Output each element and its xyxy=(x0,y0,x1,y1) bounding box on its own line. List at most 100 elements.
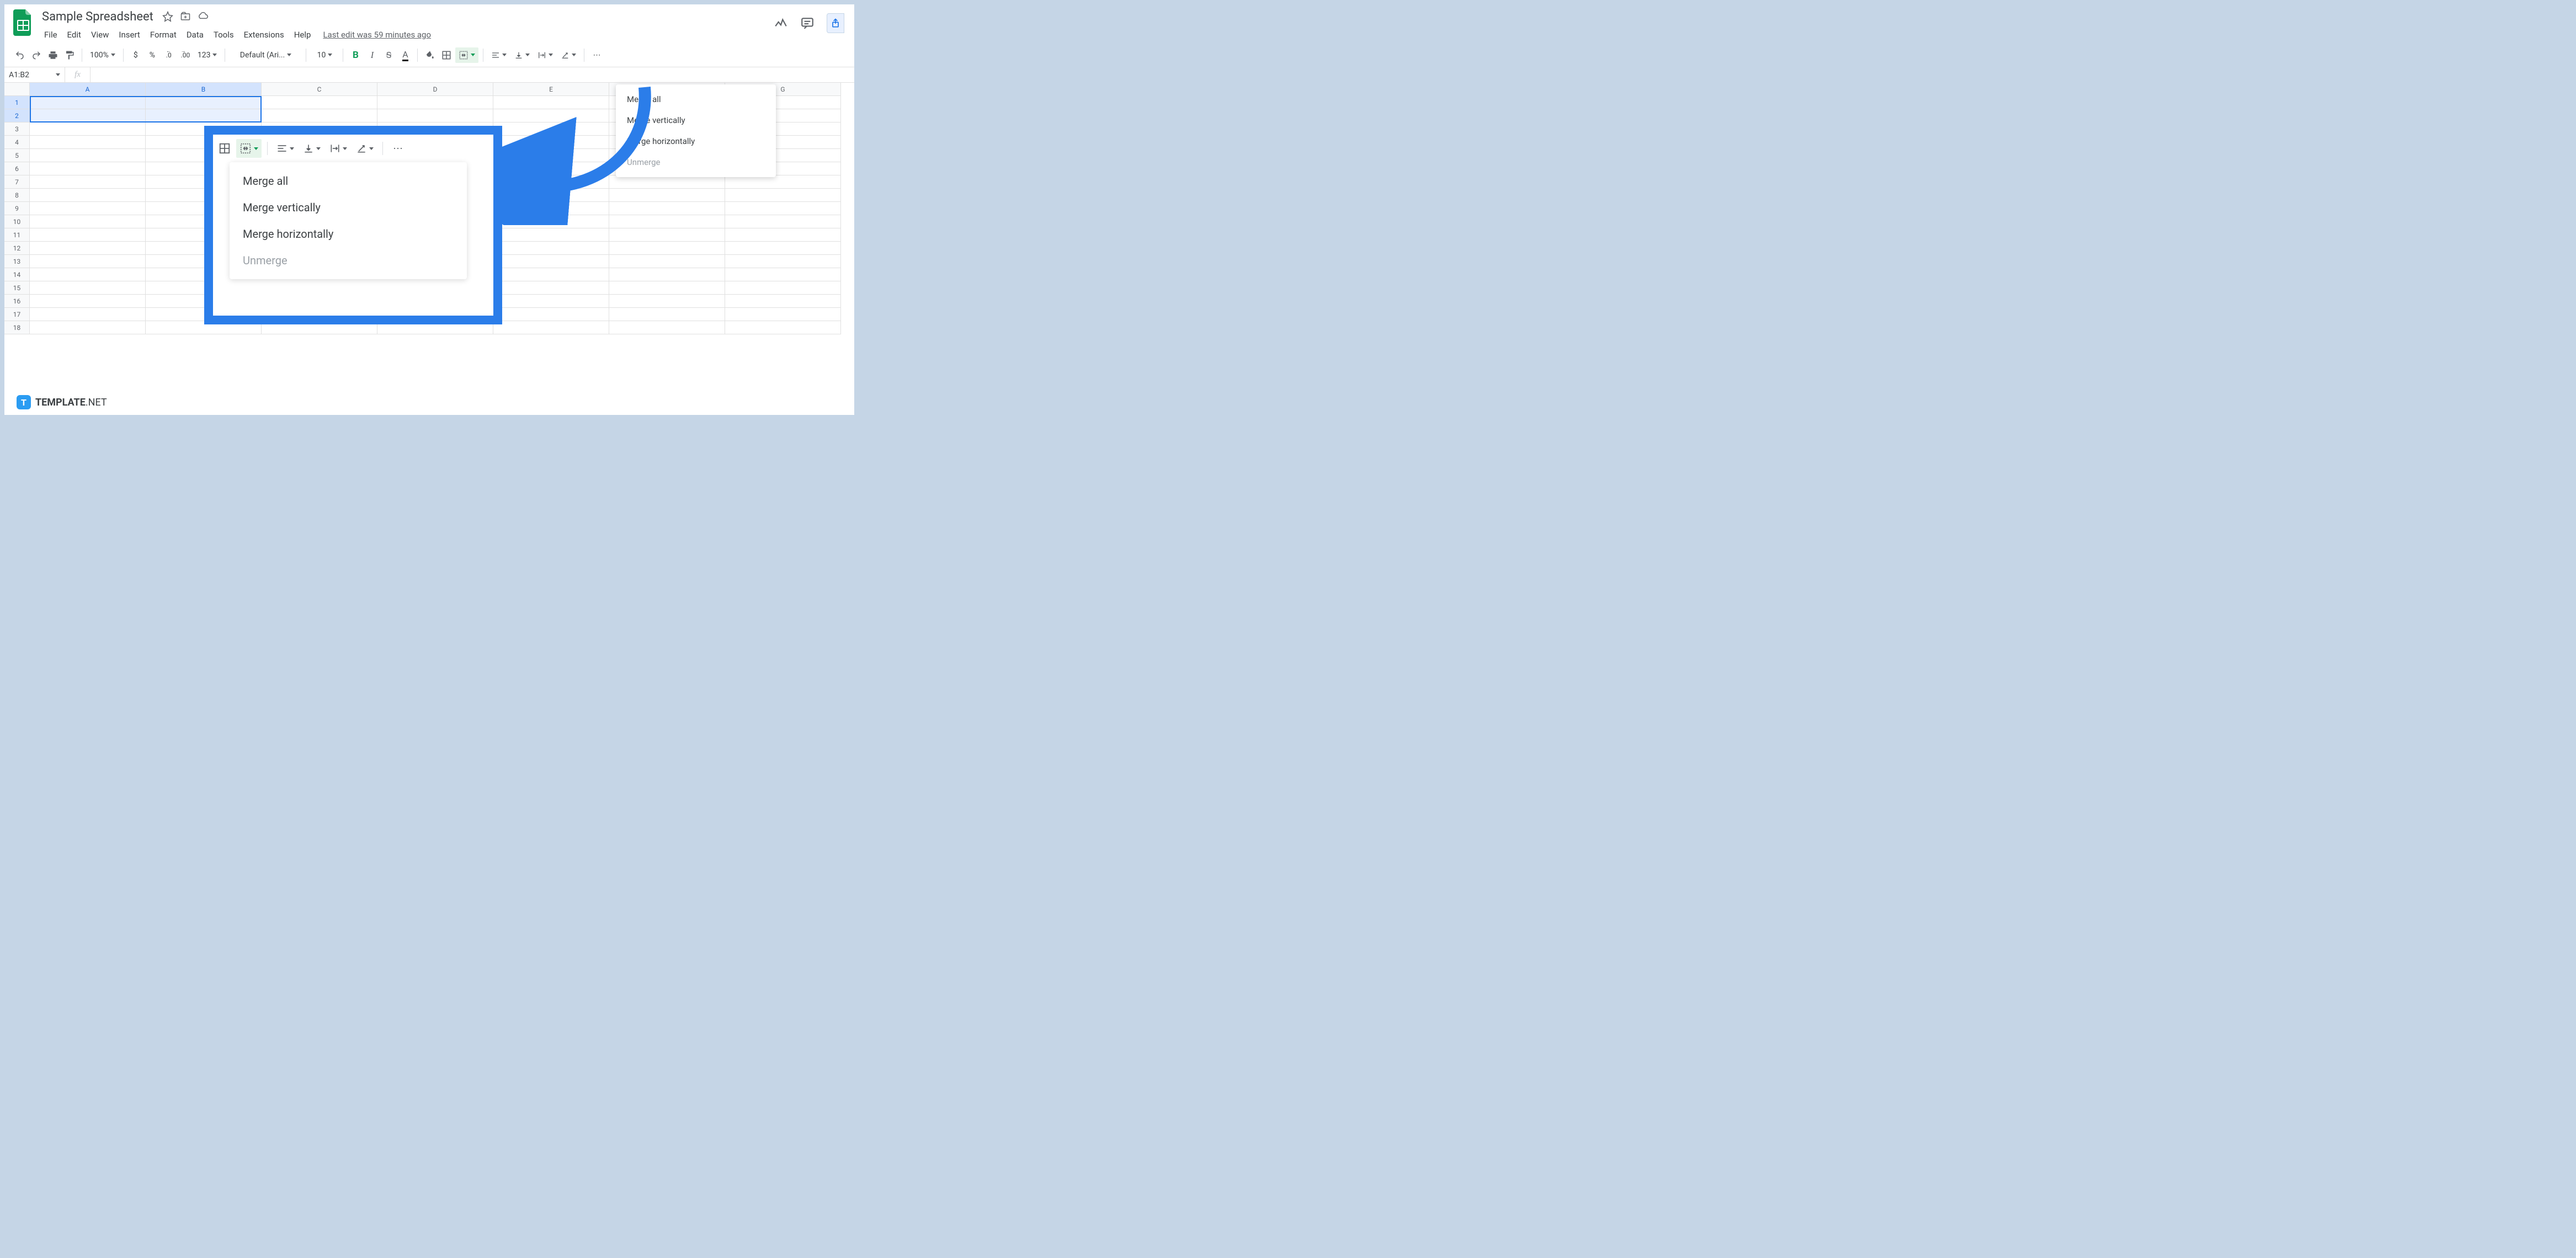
merge-option[interactable]: Merge all xyxy=(230,168,467,194)
cell-A5[interactable] xyxy=(30,149,146,162)
row-header-6[interactable]: 6 xyxy=(4,162,30,175)
cell-G9[interactable] xyxy=(725,202,841,215)
cell-E6[interactable] xyxy=(493,162,609,175)
cell-D1[interactable] xyxy=(377,96,493,109)
cell-E15[interactable] xyxy=(493,281,609,295)
column-header-C[interactable]: C xyxy=(262,83,377,96)
cell-A2[interactable] xyxy=(30,109,146,122)
menu-extensions[interactable]: Extensions xyxy=(239,28,289,42)
menu-insert[interactable]: Insert xyxy=(114,28,144,42)
cell-D2[interactable] xyxy=(377,109,493,122)
cell-G11[interactable] xyxy=(725,228,841,242)
cell-G15[interactable] xyxy=(725,281,841,295)
cell-G12[interactable] xyxy=(725,242,841,255)
name-box[interactable]: A1:B2 xyxy=(4,67,65,82)
font-dropdown[interactable]: Default (Ari... xyxy=(230,47,301,63)
merge-option[interactable]: Merge horizontally xyxy=(616,131,776,152)
row-header-14[interactable]: 14 xyxy=(4,268,30,281)
menu-edit[interactable]: Edit xyxy=(63,28,86,42)
borders-button[interactable] xyxy=(439,47,454,63)
column-header-D[interactable]: D xyxy=(377,83,493,96)
cell-E11[interactable] xyxy=(493,228,609,242)
row-header-15[interactable]: 15 xyxy=(4,281,30,295)
zoom-dropdown[interactable]: 100% xyxy=(87,47,119,63)
merge-cells-button[interactable] xyxy=(455,47,478,63)
activity-icon[interactable] xyxy=(774,16,788,30)
cell-E8[interactable] xyxy=(493,189,609,202)
cell-B2[interactable] xyxy=(146,109,262,122)
cell-F9[interactable] xyxy=(609,202,725,215)
row-header-11[interactable]: 11 xyxy=(4,228,30,242)
cell-F12[interactable] xyxy=(609,242,725,255)
paint-format-button[interactable] xyxy=(62,47,77,63)
row-header-1[interactable]: 1 xyxy=(4,96,30,109)
cell-E18[interactable] xyxy=(493,321,609,334)
row-header-5[interactable]: 5 xyxy=(4,149,30,162)
merge-option[interactable]: Merge vertically xyxy=(616,110,776,131)
row-header-16[interactable]: 16 xyxy=(4,295,30,308)
cell-F7[interactable] xyxy=(609,175,725,189)
text-rotation-button[interactable] xyxy=(557,47,579,63)
cell-A11[interactable] xyxy=(30,228,146,242)
cell-G10[interactable] xyxy=(725,215,841,228)
share-button[interactable] xyxy=(827,13,844,33)
more-icon[interactable]: ⋯ xyxy=(388,139,407,158)
cell-F17[interactable] xyxy=(609,308,725,321)
cell-G13[interactable] xyxy=(725,255,841,268)
text-color-button[interactable]: A xyxy=(397,47,413,63)
cell-G14[interactable] xyxy=(725,268,841,281)
cell-A6[interactable] xyxy=(30,162,146,175)
text-rotation-icon[interactable] xyxy=(353,139,377,158)
cell-E7[interactable] xyxy=(493,175,609,189)
cell-E4[interactable] xyxy=(493,136,609,149)
cell-E5[interactable] xyxy=(493,149,609,162)
cell-E9[interactable] xyxy=(493,202,609,215)
vertical-align-button[interactable] xyxy=(511,47,533,63)
row-header-17[interactable]: 17 xyxy=(4,308,30,321)
borders-icon[interactable] xyxy=(215,139,234,158)
cell-F10[interactable] xyxy=(609,215,725,228)
cell-F18[interactable] xyxy=(609,321,725,334)
more-formats-dropdown[interactable]: 123 xyxy=(194,47,221,63)
bold-button[interactable]: B xyxy=(348,47,363,63)
row-header-10[interactable]: 10 xyxy=(4,215,30,228)
cell-G8[interactable] xyxy=(725,189,841,202)
cell-G17[interactable] xyxy=(725,308,841,321)
merge-option[interactable]: Merge all xyxy=(616,89,776,110)
cell-A1[interactable] xyxy=(30,96,146,109)
column-header-A[interactable]: A xyxy=(30,83,146,96)
text-wrap-icon[interactable] xyxy=(326,139,350,158)
strikethrough-button[interactable]: S xyxy=(381,47,396,63)
cell-E17[interactable] xyxy=(493,308,609,321)
cell-E12[interactable] xyxy=(493,242,609,255)
cell-A16[interactable] xyxy=(30,295,146,308)
cell-E2[interactable] xyxy=(493,109,609,122)
cell-A8[interactable] xyxy=(30,189,146,202)
cell-G16[interactable] xyxy=(725,295,841,308)
cell-F8[interactable] xyxy=(609,189,725,202)
menu-help[interactable]: Help xyxy=(290,28,316,42)
cell-E14[interactable] xyxy=(493,268,609,281)
font-size-dropdown[interactable]: 10 xyxy=(311,47,338,63)
cell-A10[interactable] xyxy=(30,215,146,228)
corner-cell[interactable] xyxy=(4,83,30,96)
italic-button[interactable]: I xyxy=(364,47,380,63)
menu-file[interactable]: File xyxy=(40,28,62,42)
more-toolbar-button[interactable]: ⋯ xyxy=(589,47,604,63)
fill-color-button[interactable] xyxy=(422,47,438,63)
row-header-2[interactable]: 2 xyxy=(4,109,30,122)
redo-button[interactable] xyxy=(29,47,44,63)
cell-E16[interactable] xyxy=(493,295,609,308)
cell-E3[interactable] xyxy=(493,122,609,136)
row-header-8[interactable]: 8 xyxy=(4,189,30,202)
formula-input[interactable] xyxy=(91,67,854,82)
cell-C1[interactable] xyxy=(262,96,377,109)
cell-A3[interactable] xyxy=(30,122,146,136)
cell-A15[interactable] xyxy=(30,281,146,295)
cell-A18[interactable] xyxy=(30,321,146,334)
decrease-decimal-button[interactable]: .0← xyxy=(161,47,177,63)
row-header-13[interactable]: 13 xyxy=(4,255,30,268)
cell-A13[interactable] xyxy=(30,255,146,268)
document-title[interactable]: Sample Spreadsheet xyxy=(40,9,156,25)
column-header-B[interactable]: B xyxy=(146,83,262,96)
